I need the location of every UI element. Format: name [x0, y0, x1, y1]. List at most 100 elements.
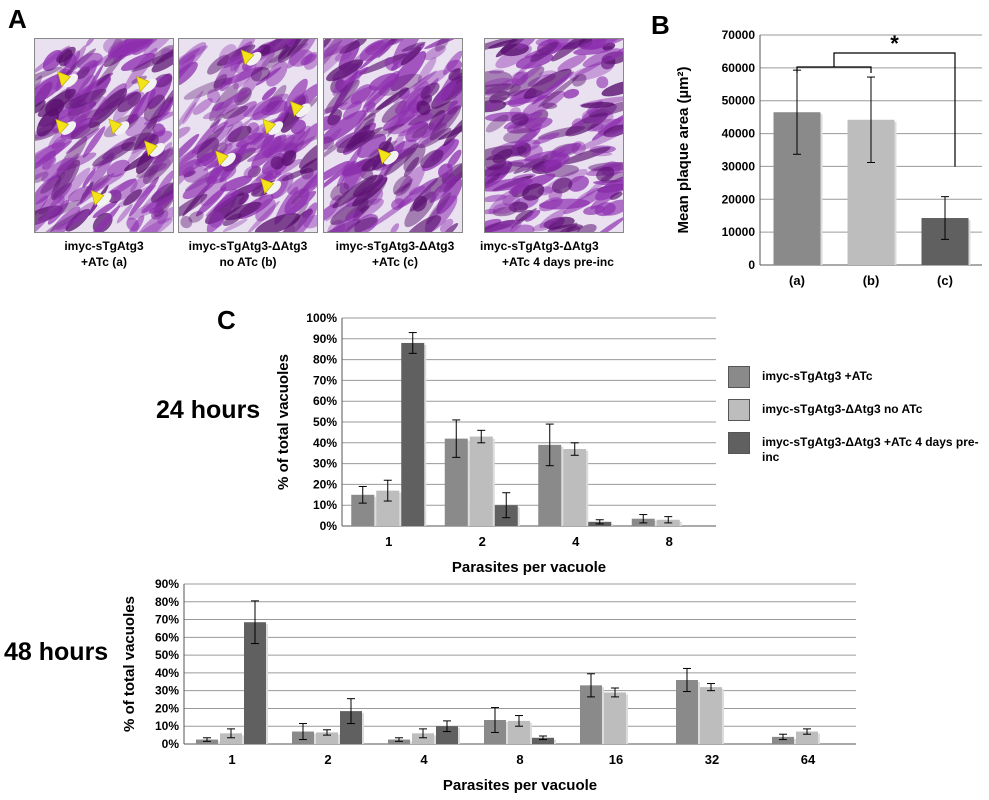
stain-streak	[339, 39, 367, 54]
stain-streak	[508, 224, 535, 232]
stain-streak	[384, 57, 398, 71]
legend-item-series3: imyc-sTgAtg3-ΔAtg3 +ATc 4 days pre-inc	[728, 432, 983, 465]
stain-streak	[155, 169, 173, 196]
bar	[538, 444, 562, 526]
stain-streak	[439, 218, 454, 232]
photo-caption-d-line2: +ATc 4 days pre-inc	[502, 255, 614, 269]
photo-caption-b-line2: no ATc (b)	[219, 255, 277, 269]
stain-streak	[508, 66, 545, 97]
panel-letter-b: B	[651, 10, 670, 40]
stain-streak	[485, 173, 501, 187]
stain-streak	[202, 104, 239, 120]
bar	[676, 680, 698, 744]
stain-streak	[123, 189, 142, 206]
stain-streak	[35, 195, 48, 219]
x-tick-label: 8	[516, 752, 523, 767]
stain-streak	[508, 201, 529, 213]
stain-streak	[157, 206, 173, 225]
photo-caption-a-line1: imyc-sTgAtg3	[64, 239, 144, 253]
stain-streak	[538, 70, 557, 77]
stain-streak	[596, 166, 615, 182]
stain-streak	[532, 132, 560, 145]
stain-streak	[255, 198, 276, 222]
stain-streak	[485, 208, 497, 215]
y-tick-label: 80%	[155, 595, 179, 609]
stain-streak	[485, 220, 522, 232]
stain-streak	[557, 54, 587, 72]
stain-streak	[327, 222, 342, 232]
stain-streak	[325, 79, 360, 114]
x-tick-label: 4	[572, 534, 580, 549]
arrowhead-icon	[57, 71, 71, 88]
stain-streak	[151, 148, 173, 164]
stain-streak	[403, 156, 420, 177]
stain-streak	[324, 160, 350, 186]
stain-streak	[150, 182, 173, 203]
legend-swatch-series1	[728, 366, 750, 388]
stain-streak	[35, 137, 67, 170]
stain-streak	[179, 54, 196, 87]
stain-streak	[539, 197, 563, 212]
stain-streak	[183, 77, 233, 100]
stain-streak	[551, 39, 592, 62]
stain-streak	[531, 71, 575, 105]
stain-streak	[41, 157, 74, 182]
stain-streak	[104, 178, 137, 199]
stain-streak	[594, 202, 616, 217]
vacuole-24h-chart: 0% 10% 20% 30% 40% 50% 60% 70% 80% 90% 100% 1 2 4 8 % o…	[275, 311, 716, 576]
stain-streak	[601, 80, 623, 97]
stain-streak	[539, 209, 566, 229]
stain-streak	[243, 93, 289, 117]
stain-streak	[47, 199, 70, 225]
stain-streak	[388, 39, 406, 46]
stain-streak	[46, 195, 65, 218]
stain-streak	[40, 171, 66, 194]
stain-streak	[324, 45, 347, 83]
stain-streak	[128, 176, 160, 217]
y-tick-label: 10%	[155, 719, 179, 733]
stain-streak	[35, 45, 70, 74]
stain-streak	[151, 42, 173, 73]
x-axis-label: Parasites per vacuole	[443, 777, 597, 794]
stain-streak	[113, 45, 131, 62]
stain-streak	[387, 112, 434, 135]
stain-streak	[434, 39, 449, 52]
plot-area: 0% 10% 20% 30% 40% 50% 60% 70% 80% 90% 100% 1 2 4 8	[306, 311, 716, 549]
stain-streak	[342, 100, 362, 120]
stain-streak	[588, 100, 623, 118]
stain-streak	[329, 194, 342, 208]
stain-streak	[327, 109, 342, 126]
stain-streak	[524, 209, 541, 222]
bar	[700, 687, 722, 744]
stain-streak	[214, 89, 248, 112]
stain-streak	[298, 170, 317, 199]
bar	[401, 342, 425, 526]
stain-streak	[492, 203, 515, 215]
stain-streak	[35, 174, 62, 205]
legend-label-series3: imyc-sTgAtg3-ΔAtg3 +ATc 4 days pre-inc	[762, 435, 979, 464]
stain-streak	[261, 86, 277, 101]
stain-streak	[299, 154, 317, 174]
bar	[532, 737, 554, 744]
stain-streak	[541, 102, 558, 109]
stain-streak	[213, 73, 228, 89]
stain-streak	[289, 49, 314, 67]
stain-streak	[266, 61, 288, 87]
y-tick-label: 70000	[722, 28, 756, 42]
plaque-clearing	[62, 73, 78, 88]
stain-streak	[403, 215, 442, 232]
stain-streak	[488, 188, 520, 215]
bar	[340, 711, 362, 744]
arrowhead-icon	[240, 49, 255, 66]
plaque-photo-d-image	[485, 39, 623, 232]
stain-streak	[400, 46, 422, 66]
x-tick-label: 1	[385, 534, 392, 549]
plaque-clearing	[246, 51, 262, 66]
legend-item-series1: imyc-sTgAtg3 +ATc	[728, 366, 983, 388]
y-tick-label: 0	[748, 258, 755, 272]
plaque-photo-c-image	[324, 39, 462, 232]
stain-streak	[65, 88, 107, 110]
x-tick-label: (c)	[937, 273, 953, 288]
stain-streak	[251, 135, 282, 169]
stain-streak	[485, 77, 513, 97]
